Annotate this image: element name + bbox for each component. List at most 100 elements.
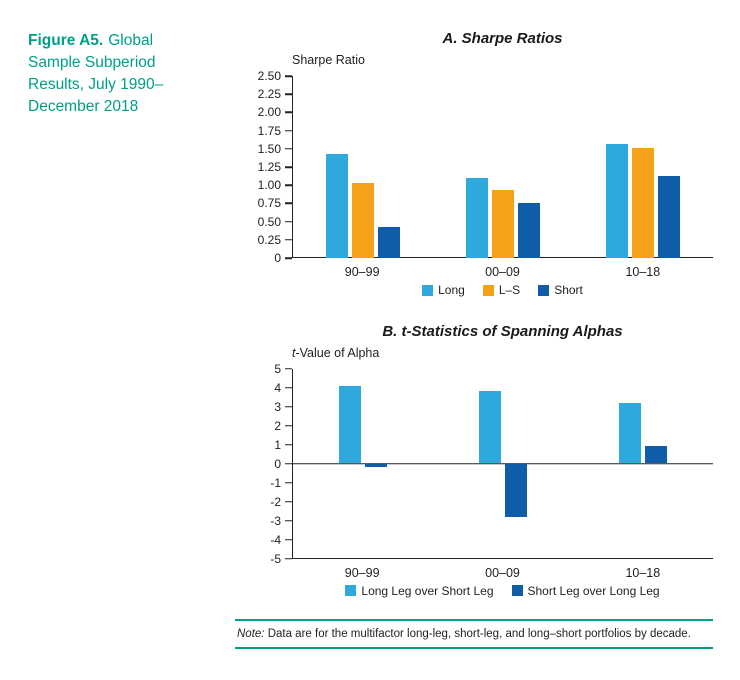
bar (364, 463, 387, 468)
note-block: Note: Data are for the multifactor long-… (235, 619, 713, 649)
y-tick-label: -1 (270, 475, 281, 490)
y-tick-mark (285, 148, 292, 150)
legend-label: Short (554, 283, 583, 297)
bar (505, 463, 527, 517)
note-prefix: Note: (237, 628, 265, 640)
y-tick-label: 0 (274, 456, 281, 471)
bar (632, 148, 654, 258)
panel-a-title: A. Sharpe Ratios (442, 30, 563, 47)
x-tick-label: 00–09 (485, 265, 520, 279)
x-tick-label: 90–99 (344, 565, 380, 580)
legend-swatch (345, 585, 357, 596)
y-tick-label: -2 (270, 494, 281, 509)
y-tick-label: 4 (274, 380, 281, 395)
figure-charts: A. Sharpe Ratios Sharpe Ratio 0 0.25 0.50 0… (235, 30, 713, 649)
y-tick-mark (285, 75, 292, 77)
y-tick-label: 0.50 (257, 214, 281, 229)
y-tick-mark (285, 202, 292, 205)
note-divider-bottom (235, 647, 713, 649)
y-tick-mark (285, 481, 292, 484)
y-tick-mark (285, 184, 292, 186)
panel-b-title: B. t-Statistics of Spanning Alphas (382, 322, 623, 340)
y-tick-mark (285, 443, 292, 446)
bar (658, 175, 680, 258)
y-tick-label: 1.25 (257, 160, 281, 174)
y-tick-mark (285, 257, 292, 259)
y-tick-mark (285, 129, 292, 132)
panel-a-plot-column: 90–99 00–09 10–18 Long L–S Short (285, 75, 713, 299)
panel-b-y-axis: -5 -4 -3 -2 -1 0 1 2 3 4 5 (235, 362, 292, 566)
panel-a-sharpe-ratios: A. Sharpe Ratios Sharpe Ratio 0 0.25 0.50 0… (235, 30, 713, 299)
bar (466, 177, 488, 258)
zero-axis-line (293, 462, 713, 465)
legend-label: L–S (498, 283, 521, 297)
panel-b-x-axis: 90–99 00–09 10–18 (292, 559, 713, 583)
legend-item: L–S (482, 283, 521, 297)
x-tick-label: 10–18 (625, 565, 661, 580)
y-tick-mark (285, 386, 292, 389)
y-tick-mark (285, 405, 292, 408)
legend-swatch (538, 284, 550, 296)
y-tick-mark (285, 111, 292, 114)
panel-a-legend: Long L–S Short (292, 283, 713, 299)
y-tick-mark (285, 424, 292, 427)
note-text: Note: Data are for the multifactor long-… (235, 621, 713, 647)
y-tick-mark (285, 239, 292, 241)
y-tick-mark (285, 93, 292, 95)
y-tick-label: 0.75 (257, 196, 281, 211)
bar (606, 143, 628, 258)
y-tick-mark (285, 462, 292, 465)
panel-b-plot-area (285, 367, 713, 560)
y-tick-mark (285, 500, 292, 503)
y-tick-mark (285, 519, 292, 522)
bar (351, 183, 374, 258)
panel-a-x-axis: 90–99 00–09 10–18 (292, 258, 713, 282)
y-tick-label: 2.25 (257, 87, 281, 102)
bar (377, 227, 400, 258)
figure-caption-label: Figure A5. (28, 32, 104, 49)
note-body: Data are for the multifactor long-leg, s… (264, 628, 691, 640)
legend-item: Short (538, 283, 583, 297)
note-divider-top (235, 619, 713, 621)
y-tick-label: -5 (270, 551, 281, 566)
y-tick-label: 2.00 (257, 105, 281, 120)
legend-label: Long Leg over Short Leg (361, 583, 494, 598)
y-tick-label: 0.25 (257, 232, 281, 247)
y-tick-mark (285, 166, 292, 168)
y-tick-label: 1.50 (257, 141, 281, 156)
y-tick-mark (285, 220, 292, 223)
legend-swatch (482, 284, 494, 296)
figure-caption: Figure A5. Global Sample Subperiod Result… (28, 30, 208, 118)
y-tick-label: 0 (274, 251, 281, 265)
y-tick-label: 5 (274, 361, 281, 376)
panel-b-legend: Long Leg over Short Leg Short Leg over Lo… (292, 584, 713, 600)
legend-swatch (511, 585, 523, 596)
legend-label: Long (438, 283, 465, 297)
bar (479, 391, 501, 464)
legend-item: Long (422, 283, 465, 297)
panel-b-t-statistics: B. t-Statistics of Spanning Alphas t-Val… (235, 323, 713, 600)
legend-label: Short Leg over Long Leg (527, 583, 660, 598)
legend-item: Long Leg over Short Leg (345, 583, 494, 598)
bar (338, 385, 361, 464)
panel-a-y-axis-title: Sharpe Ratio (292, 53, 365, 67)
y-tick-mark (285, 367, 292, 370)
bar (325, 153, 348, 258)
y-tick-label: 1.00 (257, 178, 281, 193)
y-tick-mark (285, 538, 292, 541)
panel-b-plot-column: 90–99 00–09 10–18 Long Leg over Short Leg S… (285, 367, 713, 600)
y-tick-label: 2.50 (257, 69, 281, 83)
x-tick-label: 10–18 (625, 265, 661, 279)
bar (492, 190, 514, 258)
y-tick-label: 3 (274, 399, 281, 414)
y-tick-label: -3 (270, 513, 281, 528)
panel-a-y-axis: 0 0.25 0.50 0.75 1.00 1.25 1.50 1.75 2.00 2.25 2.5… (235, 69, 292, 265)
y-tick-label: -4 (270, 532, 281, 547)
x-tick-label: 00–09 (485, 565, 520, 580)
panel-a-chart: 0 0.25 0.50 0.75 1.00 1.25 1.50 1.75 2.00 2.25 2.5… (235, 69, 713, 299)
legend-item: Short Leg over Long Leg (511, 583, 660, 598)
y-tick-label: 1 (274, 437, 281, 452)
y-tick-label: 1.75 (257, 123, 281, 138)
y-tick-mark (285, 557, 292, 560)
legend-swatch (422, 284, 434, 296)
